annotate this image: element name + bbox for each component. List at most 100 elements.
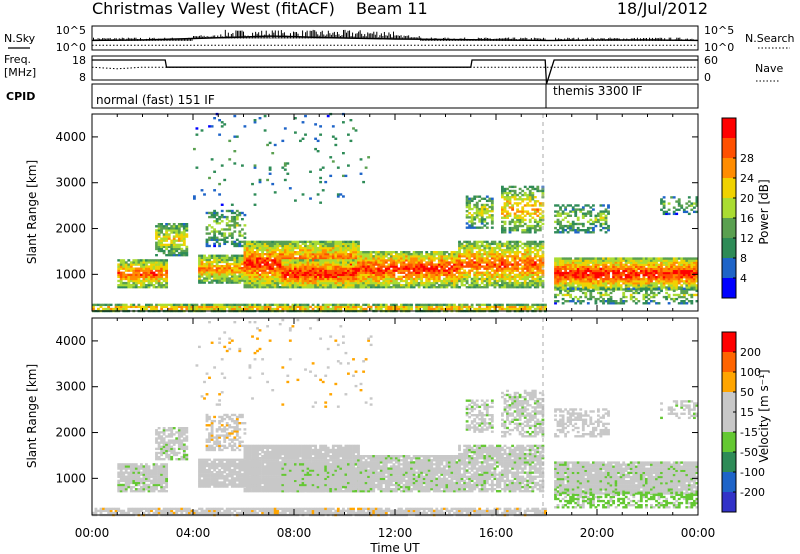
- heatmap-cell: [134, 305, 138, 309]
- heatmap-cell: [150, 284, 153, 287]
- heatmap-cell: [145, 305, 148, 309]
- heatmap-cell: [319, 255, 323, 258]
- heatmap-cell: [473, 195, 477, 198]
- heatmap-cell: [389, 255, 393, 258]
- heatmap-cell: [331, 305, 335, 309]
- heatmap-cell: [281, 261, 285, 264]
- heatmap-cell: [538, 257, 542, 260]
- heatmap-cell: [528, 224, 532, 228]
- heatmap-cell: [523, 305, 527, 309]
- heatmap-cell: [384, 307, 388, 311]
- heatmap-cell: [235, 277, 239, 280]
- heatmap-cell: [415, 271, 419, 274]
- heatmap-cell: [276, 273, 280, 277]
- heatmap-cell: [536, 253, 540, 256]
- heatmap-cell: [536, 267, 540, 270]
- heatmap-cell: [448, 307, 451, 311]
- heatmap-cell: [490, 240, 494, 244]
- heatmap-cell: [516, 281, 520, 285]
- heatmap-cell: [379, 263, 383, 266]
- heatmap-cell: [263, 277, 267, 281]
- heatmap-cell: [405, 265, 408, 268]
- heatmap-cell: [286, 244, 290, 248]
- heatmap-cell: [392, 307, 396, 311]
- heatmap-cell: [283, 242, 287, 246]
- heatmap-cell: [271, 307, 275, 311]
- heatmap-cell: [180, 239, 184, 242]
- heatmap-cell: [498, 277, 502, 281]
- heatmap-cell: [347, 265, 350, 268]
- heatmap-cell: [493, 255, 497, 258]
- heatmap-cell: [233, 211, 237, 215]
- heatmap-cell: [354, 244, 358, 248]
- heatmap-cell: [286, 277, 290, 281]
- heatmap-cell: [460, 244, 464, 248]
- heatmap-cell: [460, 259, 464, 262]
- heatmap-cell: [508, 206, 512, 209]
- heatmap-cell: [437, 253, 441, 256]
- heatmap-cell: [516, 229, 520, 232]
- heatmap-cell: [432, 277, 436, 281]
- heatmap-cell: [238, 244, 242, 248]
- heatmap-cell: [200, 305, 204, 309]
- heatmap-cell: [294, 261, 297, 264]
- heatmap-cell: [316, 281, 320, 285]
- heatmap-cell: [432, 267, 436, 270]
- heatmap-cell: [538, 307, 542, 311]
- heatmap-cell: [521, 220, 525, 224]
- heatmap-cell: [238, 275, 242, 278]
- heatmap-cell: [155, 254, 158, 257]
- heatmap-cell: [155, 307, 158, 311]
- heatmap-cell: [165, 247, 169, 251]
- heatmap-cell: [228, 228, 232, 231]
- heatmap-cell: [349, 307, 353, 311]
- heatmap-cell: [319, 307, 323, 311]
- heatmap-cell: [526, 305, 530, 309]
- heatmap-cell: [306, 277, 310, 281]
- heatmap-cell: [200, 303, 204, 307]
- heatmap-cell: [162, 265, 166, 268]
- heatmap-cell: [225, 303, 229, 307]
- heatmap-cell: [225, 281, 229, 284]
- heatmap-cell: [490, 210, 494, 213]
- heatmap-cell: [420, 303, 424, 307]
- heatmap-cell: [518, 222, 522, 226]
- heatmap-cell: [235, 242, 239, 246]
- heatmap-cell: [218, 307, 222, 311]
- heatmap-cell: [220, 279, 224, 282]
- heatmap-cell: [384, 273, 388, 277]
- heatmap-cell: [352, 242, 355, 246]
- heatmap-cell: [501, 269, 504, 272]
- heatmap-cell: [147, 259, 151, 262]
- heatmap-cell: [526, 267, 530, 270]
- heatmap-cell: [460, 275, 464, 279]
- heatmap-cell: [170, 243, 174, 247]
- heatmap-cell: [296, 242, 300, 246]
- heatmap-cell: [526, 198, 530, 201]
- heatmap-cell: [291, 240, 295, 244]
- heatmap-cell: [536, 271, 540, 274]
- heatmap-cell: [402, 286, 406, 289]
- heatmap-cell: [185, 225, 189, 228]
- heatmap-cell: [443, 281, 446, 285]
- heatmap-cell: [518, 259, 522, 262]
- heatmap-cell: [180, 231, 184, 234]
- heatmap-cell: [316, 242, 320, 246]
- heatmap-cell: [339, 257, 343, 260]
- heatmap-cell: [326, 271, 330, 274]
- heatmap-cell: [165, 269, 169, 272]
- heatmap-cell: [415, 261, 419, 264]
- heatmap-cell: [321, 279, 325, 283]
- heatmap-cell: [170, 305, 174, 309]
- heatmap-cell: [220, 303, 224, 307]
- heatmap-cell: [420, 305, 424, 309]
- heatmap-cell: [463, 248, 467, 252]
- heatmap-cell: [480, 210, 484, 213]
- heatmap-cell: [465, 251, 469, 254]
- heatmap-cell: [531, 185, 535, 189]
- heatmap-cell: [521, 265, 525, 268]
- heatmap-cell: [465, 226, 469, 229]
- heatmap-cell: [460, 263, 464, 266]
- heatmap-cell: [513, 242, 517, 246]
- heatmap-cell: [228, 271, 232, 274]
